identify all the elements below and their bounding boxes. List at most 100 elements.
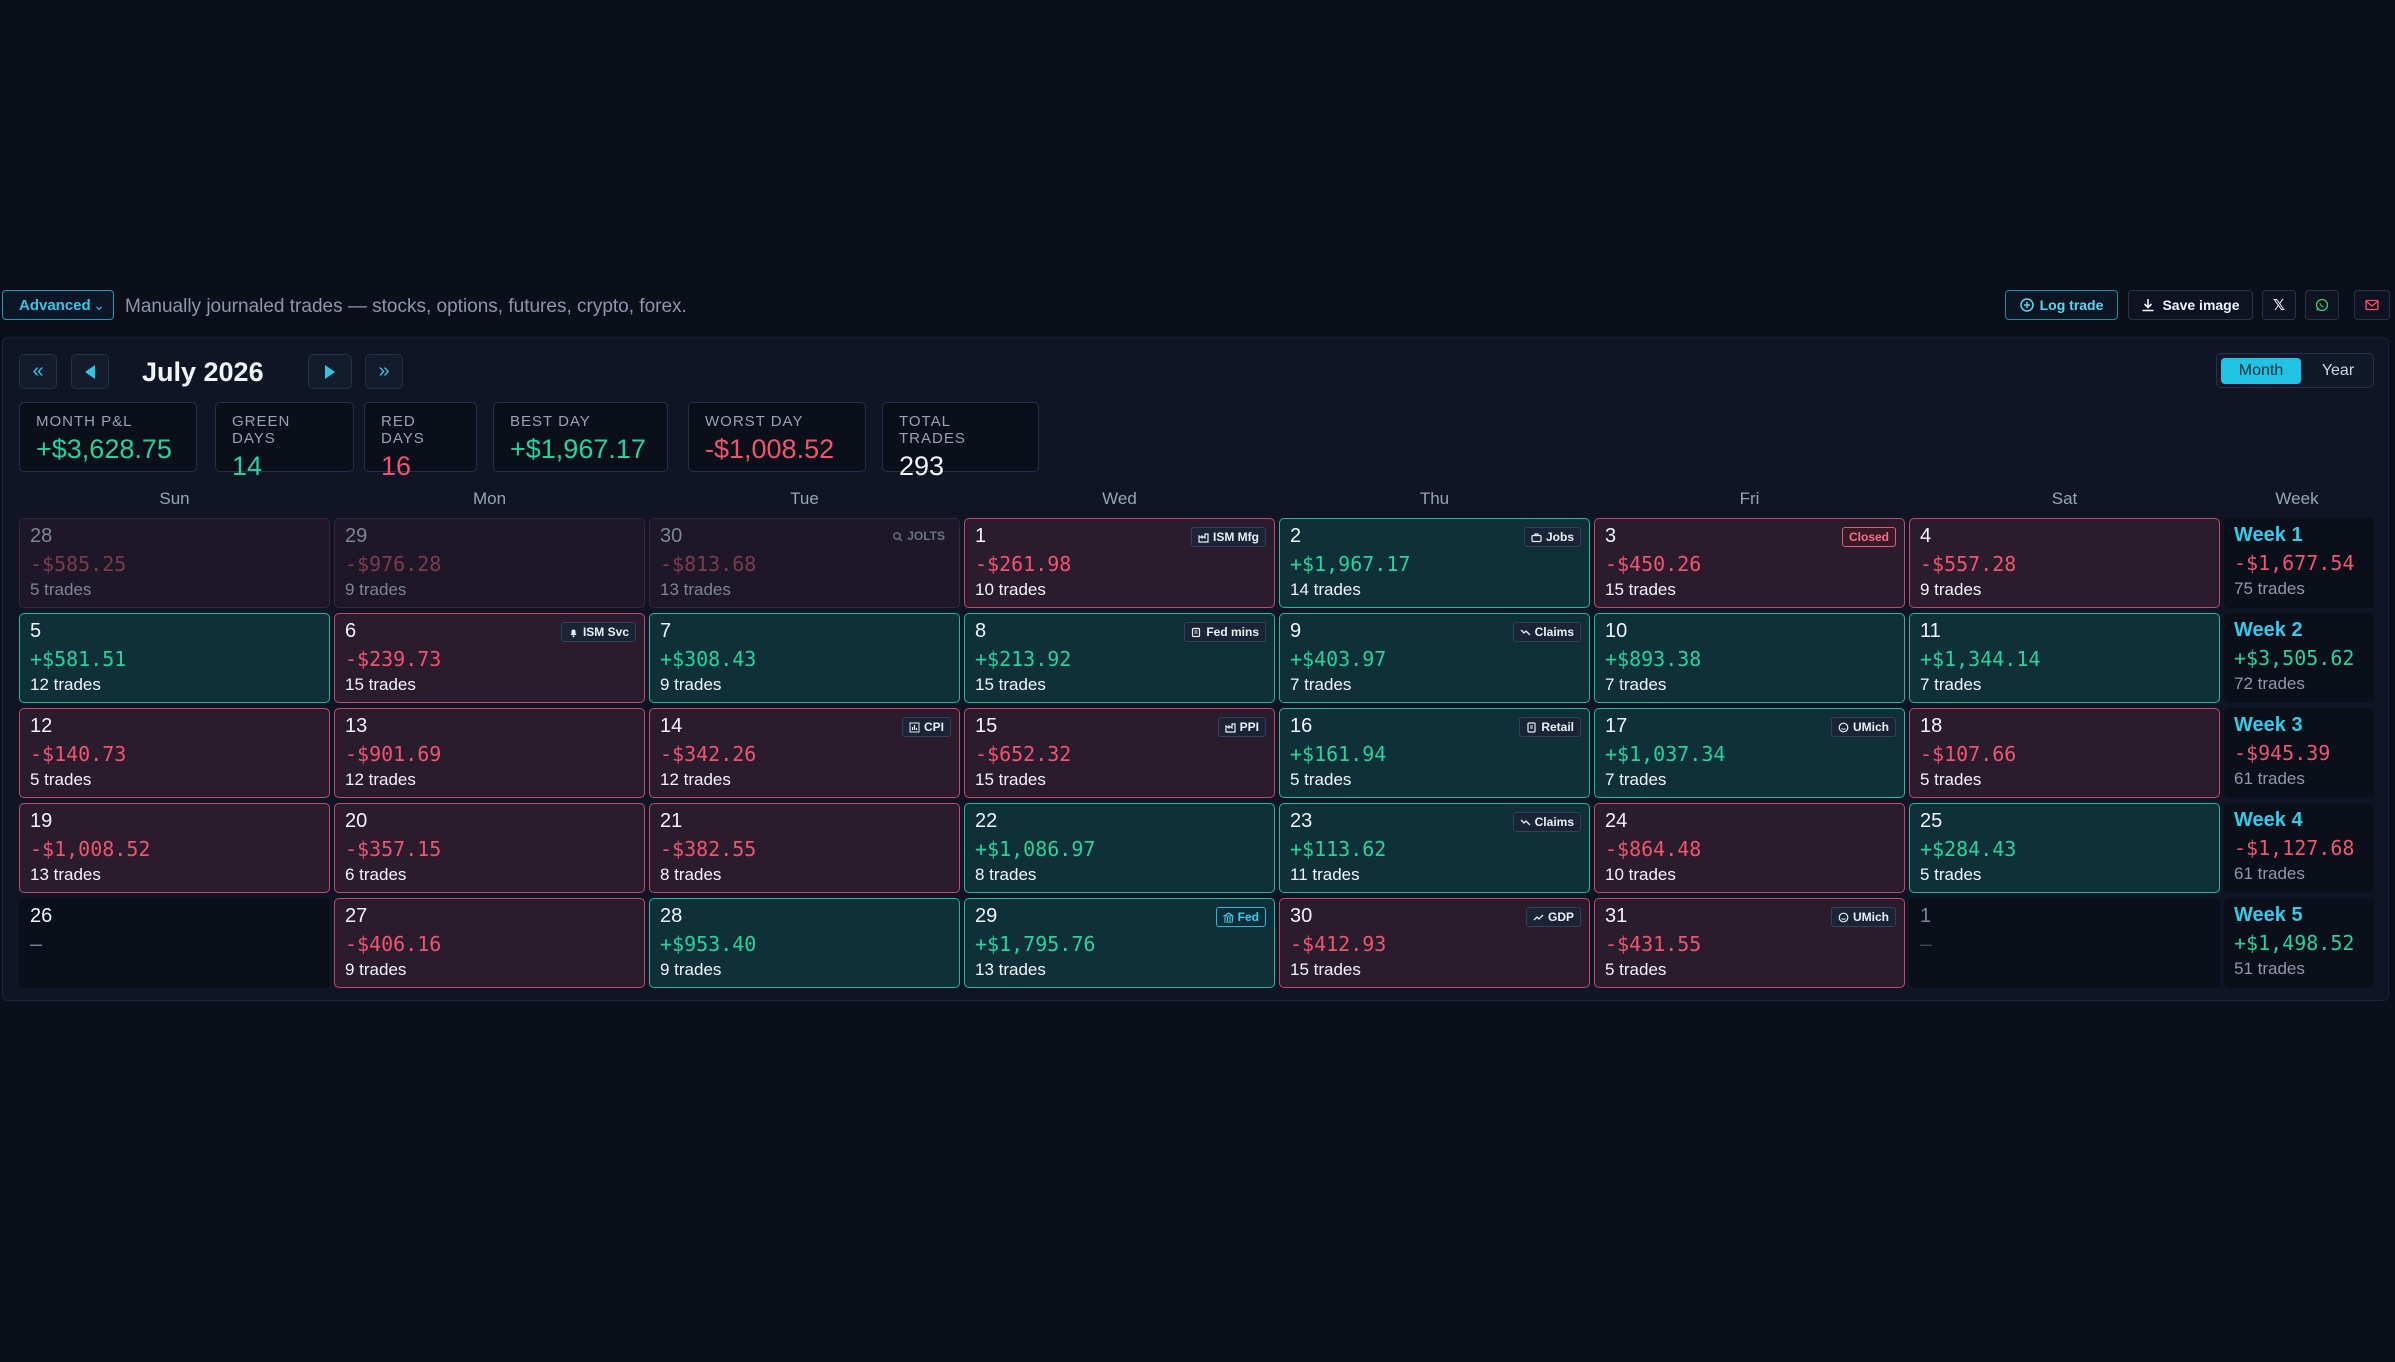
weekday-label: Mon: [472, 489, 507, 508]
day-cell[interactable]: 6 -$239.73 15 trades ISM Svc: [334, 613, 645, 703]
day-cell[interactable]: 30 -$813.68 13 trades JOLTS: [649, 518, 960, 608]
day-cell[interactable]: 24 -$864.48 10 trades: [1594, 803, 1905, 893]
day-cell[interactable]: 29 -$976.28 9 trades: [334, 518, 645, 608]
prev-month-button[interactable]: [71, 354, 109, 389]
day-cell[interactable]: 2 +$1,967.17 14 trades Jobs: [1279, 518, 1590, 608]
calendar-panel: « July 2026 » Month Year MONTH P&L +$3,62…: [2, 337, 2389, 1001]
day-trade-count: 9 trades: [660, 960, 722, 979]
day-cell[interactable]: 16 +$161.94 5 trades Retail: [1279, 708, 1590, 798]
day-cell[interactable]: 9 +$403.97 7 trades Claims: [1279, 613, 1590, 703]
event-badge-label: GDP: [1547, 910, 1574, 924]
weekday-label: Week: [2275, 489, 2319, 508]
day-number: 29: [975, 905, 998, 927]
day-cell[interactable]: 3 -$450.26 15 trades Closed: [1594, 518, 1905, 608]
share-x-button[interactable]: 𝕏: [2262, 290, 2296, 320]
day-cell[interactable]: 7 +$308.43 9 trades: [649, 613, 960, 703]
day-number: 2: [1290, 525, 1302, 547]
day-cell[interactable]: 20 -$357.15 6 trades: [334, 803, 645, 893]
day-cell[interactable]: 4 -$557.28 9 trades: [1909, 518, 2220, 608]
save-image-label: Save image: [2162, 297, 2240, 313]
share-whatsapp-button[interactable]: [2305, 290, 2339, 320]
day-number: 13: [345, 715, 368, 737]
day-cell[interactable]: 8 +$213.92 15 trades Fed mins: [964, 613, 1275, 703]
event-badge: ISM Svc: [560, 622, 636, 642]
day-number: 9: [1290, 620, 1302, 642]
day-cell[interactable]: 25 +$284.43 5 trades: [1909, 803, 2220, 893]
mode-select[interactable]: Advanced ⌄: [2, 290, 114, 320]
day-cell[interactable]: 13 -$901.69 12 trades: [334, 708, 645, 798]
day-cell[interactable]: 1—: [1909, 898, 2220, 988]
day-cell[interactable]: 23 +$113.62 11 trades Claims: [1279, 803, 1590, 893]
day-cell[interactable]: 1 -$261.98 10 trades ISM Mfg: [964, 518, 1275, 608]
event-badge-label: CPI: [923, 720, 944, 734]
week-summary: Week 3 -$945.39 61 trades: [2224, 708, 2374, 798]
day-trade-count: 8 trades: [975, 865, 1037, 884]
day-cell[interactable]: 5 +$581.51 12 trades: [19, 613, 330, 703]
next-month-button[interactable]: [308, 354, 352, 389]
day-cell[interactable]: 30 -$412.93 15 trades GDP: [1279, 898, 1590, 988]
day-cell[interactable]: 19 -$1,008.52 13 trades: [19, 803, 330, 893]
day-number: 1: [1920, 905, 1932, 927]
day-cell[interactable]: 22 +$1,086.97 8 trades: [964, 803, 1275, 893]
event-badge-label: ISM Svc: [582, 625, 629, 639]
day-cell[interactable]: 14 -$342.26 12 trades CPI: [649, 708, 960, 798]
bar-chart-icon: [909, 722, 920, 732]
day-cell[interactable]: 21 -$382.55 8 trades: [649, 803, 960, 893]
day-number: 14: [660, 715, 683, 737]
view-month-button[interactable]: Month: [2221, 358, 2301, 384]
day-cell[interactable]: 28 -$585.25 5 trades: [19, 518, 330, 608]
event-badge: PPI: [1217, 717, 1266, 737]
day-pnl: -$239.73: [345, 647, 442, 671]
day-cell[interactable]: 26 —: [19, 898, 330, 988]
log-trade-button[interactable]: Log trade: [2005, 290, 2118, 320]
download-icon: [2142, 299, 2154, 312]
week-trade-count: 61 trades: [2234, 864, 2305, 883]
event-badge-label: Claims: [1534, 815, 1574, 829]
day-cell[interactable]: 27 -$406.16 9 trades: [334, 898, 645, 988]
day-number: 31: [1605, 905, 1628, 927]
day-cell[interactable]: 11 +$1,344.14 7 trades: [1909, 613, 2220, 703]
day-pnl: -$813.68: [660, 552, 757, 576]
event-badge-label: UMich: [1853, 720, 1889, 734]
day-cell[interactable]: 15 -$652.32 15 trades PPI: [964, 708, 1275, 798]
day-pnl: +$1,795.76: [975, 932, 1096, 956]
day-pnl: +$1,037.34: [1605, 742, 1726, 766]
day-trade-count: 12 trades: [30, 675, 101, 694]
mode-select-value: Advanced: [19, 296, 91, 314]
day-cell[interactable]: 18 -$107.66 5 trades: [1909, 708, 2220, 798]
day-pnl: —: [30, 932, 43, 956]
day-cell[interactable]: 31 -$431.55 5 trades UMich: [1594, 898, 1905, 988]
day-cell[interactable]: 10 +$893.38 7 trades: [1594, 613, 1905, 703]
week-pnl: -$945.39: [2234, 741, 2331, 765]
stat-card: RED DAYS 16: [364, 402, 477, 481]
day-trade-count: 15 trades: [975, 770, 1046, 789]
stat-card: GREEN DAYS 14: [215, 402, 354, 481]
prev-year-button[interactable]: «: [19, 354, 57, 389]
save-image-button[interactable]: Save image: [2128, 290, 2253, 320]
event-badge: GDP: [1525, 907, 1581, 927]
day-number: 20: [345, 810, 368, 832]
trend-down-icon: [1520, 819, 1531, 825]
day-number: 4: [1920, 525, 1932, 547]
day-cell[interactable]: 12 -$140.73 5 trades: [19, 708, 330, 798]
day-trade-count: 10 trades: [1605, 865, 1676, 884]
day-pnl: -$557.28: [1920, 552, 2017, 576]
stat-value: +$1,967.17: [510, 434, 646, 464]
day-cell[interactable]: 17 +$1,037.34 7 trades UMich: [1594, 708, 1905, 798]
stat-value: 14: [232, 451, 263, 481]
day-number: 16: [1290, 715, 1313, 737]
day-trade-count: 9 trades: [345, 580, 407, 599]
chevron-down-icon: ⌄: [93, 296, 105, 313]
week-label: Week 1: [2234, 524, 2303, 546]
day-pnl: -$585.25: [30, 552, 127, 576]
view-year-button[interactable]: Year: [2321, 362, 2355, 379]
day-number: 19: [30, 810, 53, 832]
day-trade-count: 8 trades: [660, 865, 722, 884]
next-year-button[interactable]: »: [365, 354, 403, 389]
share-email-button[interactable]: [2354, 290, 2390, 320]
briefcase-icon: [1531, 532, 1542, 542]
day-cell[interactable]: 29 +$1,795.76 13 trades Fed: [964, 898, 1275, 988]
day-pnl: -$261.98: [975, 552, 1072, 576]
day-cell[interactable]: 28 +$953.40 9 trades: [649, 898, 960, 988]
view-toggle: Month Year: [2216, 353, 2374, 388]
